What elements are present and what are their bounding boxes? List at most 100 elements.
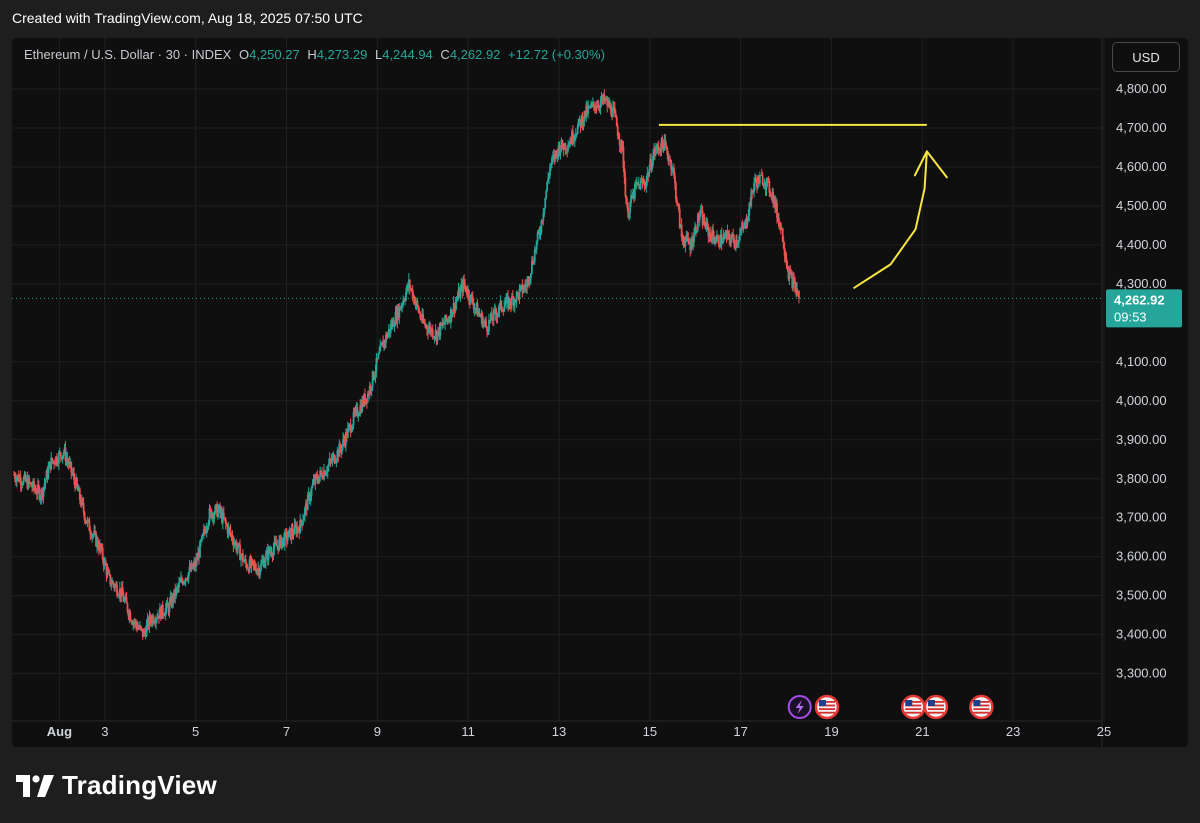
candle-body: [760, 174, 763, 176]
tradingview-logo[interactable]: TradingView: [16, 770, 217, 801]
candle-body: [111, 581, 114, 585]
candle-body: [578, 118, 581, 121]
candle-body: [306, 494, 309, 511]
candle-body: [714, 241, 716, 243]
candle-body: [543, 208, 546, 214]
candle-body: [63, 447, 66, 453]
candle-body: [468, 290, 470, 300]
us-flag-icon[interactable]: [969, 694, 994, 720]
candle-body: [518, 288, 521, 299]
candle-body: [194, 562, 197, 568]
candle-body: [492, 309, 495, 321]
chart-canvas[interactable]: 3,300.00 3,400.00 3,500.00 3,600.00 3,700.00…: [12, 38, 1188, 747]
us-flag-icon[interactable]: [923, 694, 949, 720]
candle-body: [682, 238, 685, 244]
candle-body: [159, 607, 162, 619]
candle-body: [676, 203, 679, 205]
candle-body: [739, 231, 742, 234]
candle-body: [14, 474, 16, 479]
candle-body: [247, 568, 250, 572]
candle-body: [549, 166, 551, 176]
candle-body: [573, 135, 576, 141]
candle-body: [210, 509, 213, 519]
candle-body: [155, 618, 158, 623]
flag-stripe: [818, 708, 835, 710]
us-flag-icon[interactable]: [814, 694, 840, 720]
y-tick-label: 3,800.00: [1116, 471, 1167, 486]
candle-body: [357, 415, 360, 417]
symbol-title[interactable]: Ethereum / U.S. Dollar · 30 · INDEX: [24, 47, 232, 62]
candle-body: [120, 587, 123, 597]
candle-body: [233, 543, 236, 546]
candle-body: [689, 243, 692, 250]
candle-body: [606, 98, 609, 106]
candle-body: [671, 168, 673, 170]
candle-body: [327, 463, 330, 467]
candle-body: [300, 519, 302, 524]
candle-body: [429, 326, 432, 333]
candle-body: [273, 541, 276, 549]
candle-body: [38, 488, 41, 500]
candle-body: [629, 203, 632, 214]
candle-body: [565, 149, 568, 151]
candle-body: [335, 459, 338, 462]
candle-body: [84, 520, 87, 522]
candle-body: [342, 439, 344, 446]
candle-body: [83, 512, 86, 521]
candle-body: [22, 477, 25, 485]
candle-body: [228, 527, 231, 530]
candle-body: [545, 190, 548, 198]
us-flag-icon[interactable]: [901, 694, 926, 720]
candle-body: [414, 303, 417, 305]
candle-body: [467, 290, 469, 296]
candle-body: [447, 319, 449, 322]
y-tick-label: 4,000.00: [1116, 393, 1167, 408]
candle-body: [781, 228, 784, 242]
chart-panel[interactable]: 3,300.00 3,400.00 3,500.00 3,600.00 3,700.00…: [12, 38, 1188, 747]
candle-body: [655, 144, 658, 150]
candle-body: [510, 304, 512, 306]
candle-body: [456, 297, 459, 301]
candle-body: [156, 618, 158, 620]
candle-body: [283, 531, 286, 546]
candle-body: [374, 371, 377, 377]
candle-body: [481, 313, 484, 327]
candle-body: [211, 513, 214, 519]
candle-body: [601, 96, 604, 101]
candle-body: [296, 527, 299, 534]
candle-body: [174, 589, 177, 597]
candle-body: [163, 615, 166, 617]
candle-body: [279, 536, 281, 540]
candle-body: [628, 213, 631, 218]
candle-body: [325, 472, 328, 474]
candle-body: [798, 290, 800, 299]
candle-body: [216, 504, 219, 517]
candle-body: [44, 480, 47, 484]
candle-body: [58, 452, 61, 454]
candle-body: [394, 311, 397, 326]
candle-body: [437, 327, 440, 332]
candle-body: [59, 452, 62, 457]
candle-body: [598, 107, 601, 109]
candle-body: [122, 595, 125, 602]
candle-body: [77, 485, 79, 492]
candle-body: [615, 116, 618, 127]
candle-body: [648, 169, 651, 177]
candle-body: [195, 559, 198, 568]
currency-button[interactable]: USD: [1112, 42, 1180, 72]
candle-body: [208, 508, 211, 522]
candle-body: [448, 319, 450, 322]
candle-body: [86, 519, 89, 524]
candle-body: [774, 197, 776, 209]
candle-body: [577, 118, 580, 126]
y-tick-label: 3,400.00: [1116, 627, 1167, 642]
candle-body: [178, 582, 180, 588]
candle-body: [508, 298, 510, 308]
candle-body: [605, 98, 608, 100]
candle-body: [559, 150, 562, 155]
candle-body: [536, 232, 539, 241]
candle-body: [599, 101, 602, 108]
candle-body: [237, 543, 240, 549]
candle-body: [376, 358, 379, 360]
candle-body: [115, 584, 117, 586]
